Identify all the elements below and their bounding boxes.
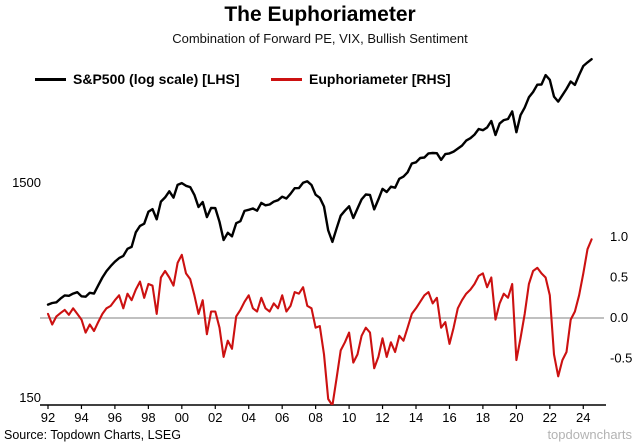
x-tick-label: 22 [543, 410, 557, 425]
right-axis-label: 0.0 [610, 310, 628, 325]
x-tick-label: 20 [509, 410, 523, 425]
x-tick-label: 98 [141, 410, 155, 425]
x-tick-label: 08 [308, 410, 322, 425]
x-tick-label: 18 [476, 410, 490, 425]
right-axis-label: 1.0 [610, 229, 628, 244]
x-tick-label: 06 [275, 410, 289, 425]
right-axis-label: -0.5 [610, 351, 632, 366]
source-note: Source: Topdown Charts, LSEG [4, 428, 181, 442]
x-tick-label: 00 [175, 410, 189, 425]
euphoriameter-line [46, 238, 593, 405]
chart-title: The Euphoriameter [224, 3, 416, 26]
watermark: topdowncharts [547, 427, 632, 442]
x-tick-label: 10 [342, 410, 356, 425]
x-tick-label: 16 [442, 410, 456, 425]
left-axis-label: 1500 [12, 175, 41, 190]
legend-label-euphoriameter: Euphoriameter [RHS] [309, 71, 451, 87]
chart-subtitle: Combination of Forward PE, VIX, Bullish … [172, 31, 468, 46]
left-axis-label: 150 [19, 390, 41, 405]
x-tick-label: 24 [576, 410, 590, 425]
x-tick-label: 04 [241, 410, 255, 425]
x-tick-label: 92 [41, 410, 55, 425]
x-tick-label: 14 [409, 410, 423, 425]
right-axis-label: 0.5 [610, 270, 628, 285]
sp500-line-swatch [35, 77, 66, 81]
x-tick-label: 12 [375, 410, 389, 425]
x-tick-label: 94 [74, 410, 88, 425]
x-tick-label: 02 [208, 410, 222, 425]
legend-label-sp500: S&P500 (log scale) [LHS] [73, 71, 240, 87]
euphoriameter-line-swatch [271, 77, 302, 81]
sp500-line [46, 58, 593, 306]
x-tick-label: 96 [108, 410, 122, 425]
legend-item-sp500: S&P500 (log scale) [LHS] [35, 71, 240, 87]
legend-item-euphoriameter: Euphoriameter [RHS] [271, 71, 451, 87]
